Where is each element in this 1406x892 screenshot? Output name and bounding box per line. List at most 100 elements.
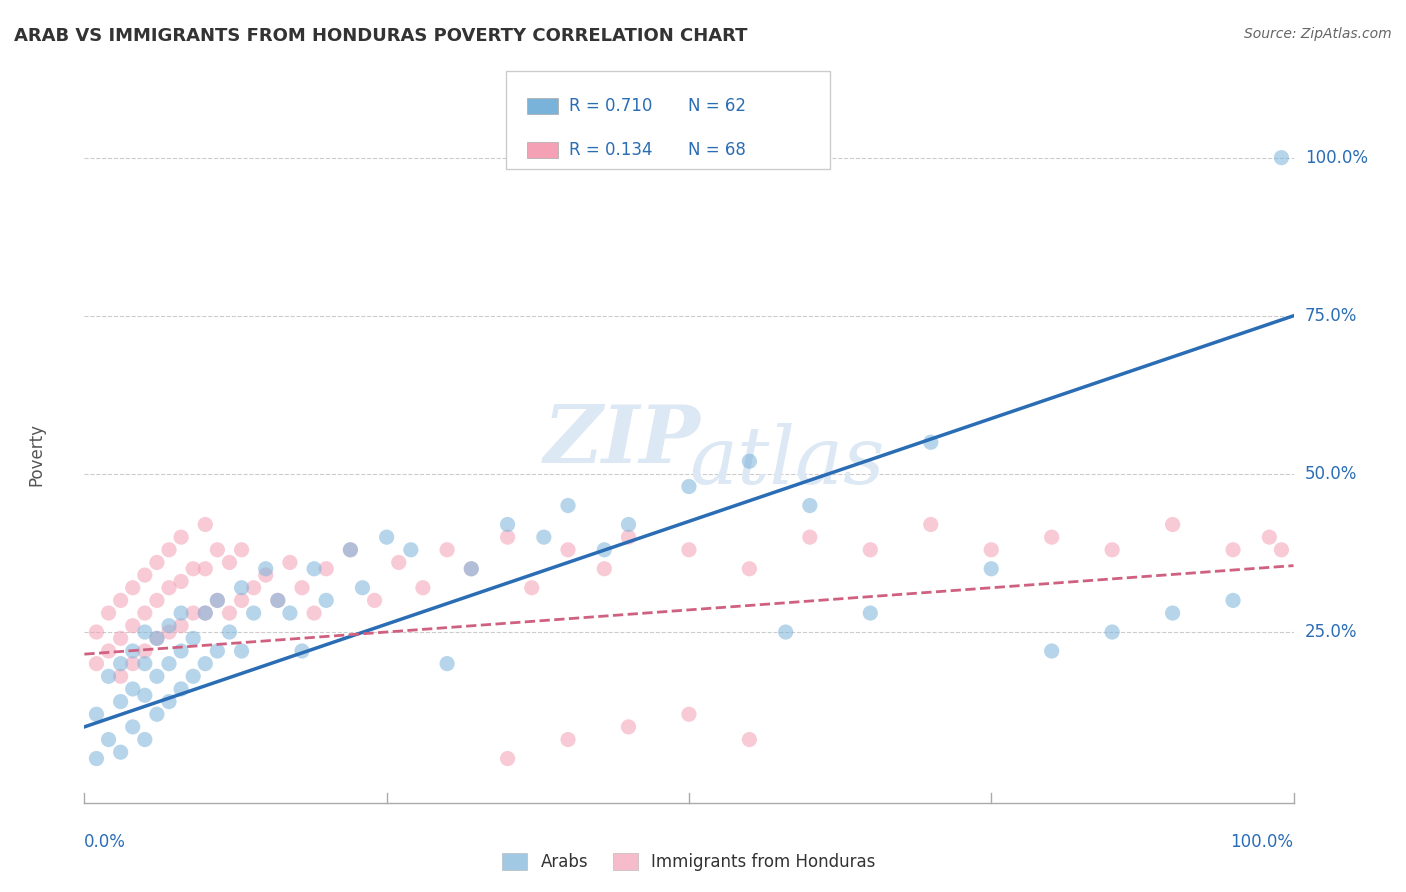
Point	[291, 581, 314, 595]
Point	[412, 581, 434, 595]
Text: 75.0%: 75.0%	[1305, 307, 1357, 325]
Point	[738, 732, 761, 747]
Point	[157, 625, 180, 640]
Point	[352, 581, 374, 595]
Point	[1101, 625, 1123, 640]
Point	[315, 593, 337, 607]
Point	[231, 644, 253, 658]
Point	[121, 720, 143, 734]
Point	[593, 562, 616, 576]
Point	[315, 562, 337, 576]
Point	[1270, 151, 1292, 165]
Point	[436, 657, 458, 671]
Point	[1040, 530, 1063, 544]
Point	[254, 568, 277, 582]
Point	[738, 454, 761, 468]
Point	[218, 606, 240, 620]
Point	[399, 542, 422, 557]
Point	[496, 751, 519, 765]
Text: 0.0%: 0.0%	[84, 833, 127, 851]
Text: R = 0.710: R = 0.710	[569, 96, 652, 115]
Point	[339, 542, 361, 557]
Point	[194, 517, 217, 532]
Point	[170, 681, 193, 696]
Point	[218, 625, 240, 640]
Point	[617, 530, 640, 544]
Point	[110, 657, 132, 671]
Point	[121, 581, 143, 595]
Point	[557, 732, 579, 747]
Point	[207, 542, 229, 557]
Point	[1258, 530, 1281, 544]
Point	[181, 669, 204, 683]
Point	[1040, 644, 1063, 658]
Point	[460, 562, 482, 576]
Point	[194, 562, 217, 576]
Point	[146, 556, 169, 570]
Point	[86, 751, 108, 765]
Point	[267, 593, 290, 607]
Text: 100.0%: 100.0%	[1305, 149, 1368, 167]
Point	[134, 568, 156, 582]
Point	[678, 707, 700, 722]
Point	[1101, 542, 1123, 557]
Point	[157, 542, 180, 557]
Point	[302, 562, 325, 576]
Point	[859, 542, 882, 557]
Point	[181, 562, 204, 576]
Point	[339, 542, 361, 557]
Point	[110, 669, 132, 683]
Point	[146, 593, 169, 607]
Text: ARAB VS IMMIGRANTS FROM HONDURAS POVERTY CORRELATION CHART: ARAB VS IMMIGRANTS FROM HONDURAS POVERTY…	[14, 27, 748, 45]
Text: N = 62: N = 62	[689, 96, 747, 115]
Point	[110, 745, 132, 759]
Point	[134, 657, 156, 671]
Point	[593, 542, 616, 557]
Point	[121, 681, 143, 696]
Point	[799, 499, 821, 513]
Point	[157, 657, 180, 671]
Point	[496, 517, 519, 532]
Point	[920, 517, 942, 532]
Point	[1161, 606, 1184, 620]
Point	[121, 657, 143, 671]
Point	[134, 606, 156, 620]
Text: Source: ZipAtlas.com: Source: ZipAtlas.com	[1244, 27, 1392, 41]
Point	[207, 644, 229, 658]
Point	[557, 542, 579, 557]
Text: 100.0%: 100.0%	[1230, 833, 1294, 851]
Text: 50.0%: 50.0%	[1305, 465, 1357, 483]
Point	[146, 632, 169, 646]
Point	[678, 542, 700, 557]
Point	[363, 593, 385, 607]
Text: N = 68: N = 68	[689, 141, 747, 159]
Point	[520, 581, 543, 595]
Point	[207, 593, 229, 607]
Point	[157, 618, 180, 632]
Point	[170, 618, 193, 632]
Legend: Arabs, Immigrants from Honduras: Arabs, Immigrants from Honduras	[495, 847, 883, 878]
Point	[134, 644, 156, 658]
Point	[617, 720, 640, 734]
Point	[775, 625, 797, 640]
Point	[617, 517, 640, 532]
Point	[110, 632, 132, 646]
Point	[218, 556, 240, 570]
Point	[146, 632, 169, 646]
Point	[194, 606, 217, 620]
Point	[920, 435, 942, 450]
Point	[170, 530, 193, 544]
Point	[110, 593, 132, 607]
Point	[146, 707, 169, 722]
Point	[97, 606, 120, 620]
Point	[678, 479, 700, 493]
Point	[134, 625, 156, 640]
Point	[86, 707, 108, 722]
Point	[375, 530, 398, 544]
Point	[170, 606, 193, 620]
Point	[460, 562, 482, 576]
Point	[557, 499, 579, 513]
Point	[194, 657, 217, 671]
Point	[170, 644, 193, 658]
Text: 25.0%: 25.0%	[1305, 623, 1357, 641]
